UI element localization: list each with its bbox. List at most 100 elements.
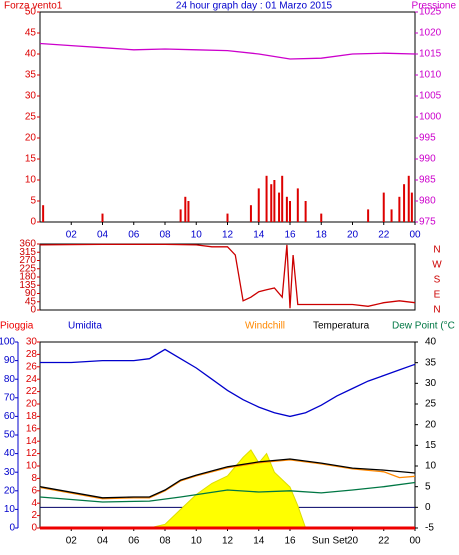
y-tick-label: 5 [425,481,431,492]
y-tick-label: 50 [25,7,37,18]
y-tick-label: 40 [4,448,16,459]
compass-label: E [434,290,441,301]
x-tick-label: 20 [347,230,359,241]
y-tick-label: 10 [425,461,437,472]
dewpoint-label: Dew Point (°C [392,321,455,332]
x-tick-label: 06 [128,230,140,241]
wind-bar [179,209,182,222]
y-tick-label: 40 [425,337,437,348]
y-tick-label: 14 [26,436,38,447]
y-tick-label: 26 [26,361,38,372]
y-tick-label: 4 [31,498,37,509]
y-tick-label: 35 [425,357,437,368]
series-line [39,458,416,499]
y-tick-label: 315 [19,247,36,258]
y-tick-label: 0 [30,217,36,228]
y-tick-label: 975 [419,217,436,228]
series-line [39,42,416,60]
x-tick-label: 20 [347,536,359,547]
wind-bar [101,213,104,222]
wind-bar [296,188,299,222]
y-tick-label: 60 [4,411,16,422]
y-tick-label: 22 [26,386,38,397]
series-line [39,459,416,500]
y-tick-label: 70 [4,392,16,403]
y-tick-label: 16 [26,423,38,434]
x-tick-label: 18 [316,230,328,241]
y-tick-label: 20 [25,133,37,144]
wind-bar [187,201,190,222]
y-tick-label: 985 [419,175,436,186]
y-tick-label: 24 [26,374,38,385]
wind-bar [257,188,260,222]
y-tick-label: 135 [19,280,36,291]
y-tick-label: 90 [4,355,16,366]
wind-bar [382,192,385,222]
y-tick-label: 360 [19,239,36,250]
y-tick-label: 1015 [419,49,442,60]
temperature-label: Temperatura [313,321,370,332]
y-tick-label: 1020 [419,28,442,39]
x-tick-label: 02 [66,536,78,547]
y-tick-label: 15 [25,154,37,165]
wind-bar [320,213,323,222]
y-tick-label: 8 [31,473,37,484]
wind-bar [390,209,393,222]
y-tick-label: 0 [30,305,36,316]
y-tick-label: 0 [425,502,431,513]
wind-label: Forza vento1 [4,1,63,12]
y-tick-label: 100 [0,337,15,348]
y-tick-label: 30 [25,91,37,102]
wind-bar [249,205,252,222]
y-tick-label: 2 [31,510,37,521]
series-line [40,348,416,418]
y-tick-label: 20 [425,419,437,430]
y-tick-label: 1010 [419,70,442,81]
wind-bar [407,175,410,222]
wind-bar [226,213,229,222]
y-tick-label: 40 [25,49,37,60]
y-tick-label: 5 [30,196,36,207]
y-tick-label: 12 [26,448,38,459]
y-tick-label: 80 [4,374,16,385]
compass-label: N [433,245,440,256]
y-tick-label: 15 [425,440,437,451]
x-tick-label: 00 [409,536,421,547]
y-tick-label: 6 [31,485,37,496]
y-tick-label: 45 [25,296,37,307]
pressure-label: Pressione [412,1,457,12]
y-tick-label: 10 [25,175,37,186]
y-tick-label: 990 [419,154,436,165]
wind-bar [270,184,273,222]
chart-title: 24 hour graph day : 01 Marzo 2015 [176,1,333,12]
compass-label: N [433,305,440,316]
wind-bar [42,205,45,222]
y-tick-label: 30 [4,467,16,478]
x-tick-label: 16 [284,230,296,241]
humidity-label: Umidita [68,321,102,332]
y-tick-label: -5 [425,523,434,534]
y-tick-label: 45 [25,28,37,39]
y-tick-label: 25 [25,112,37,123]
x-tick-label: 04 [97,536,109,547]
wind-bar [273,180,276,222]
y-tick-label: 270 [19,255,36,266]
x-tick-label: 04 [97,230,109,241]
y-tick-label: 18 [26,411,38,422]
y-tick-label: 180 [19,272,36,283]
wind-bar [410,192,413,222]
x-tick-label: 22 [378,230,390,241]
series-line [39,243,416,309]
y-tick-label: 35 [25,70,37,81]
x-tick-label: 16 [284,536,296,547]
windchill-label: Windchill [245,321,285,332]
y-tick-label: 980 [419,196,436,207]
y-tick-label: 225 [19,263,36,274]
wind-bar [304,201,307,222]
x-tick-label: 22 [378,536,390,547]
x-tick-label: 12 [222,536,234,547]
x-tick-label: 08 [159,536,171,547]
rain-label: Pioggia [0,321,34,332]
